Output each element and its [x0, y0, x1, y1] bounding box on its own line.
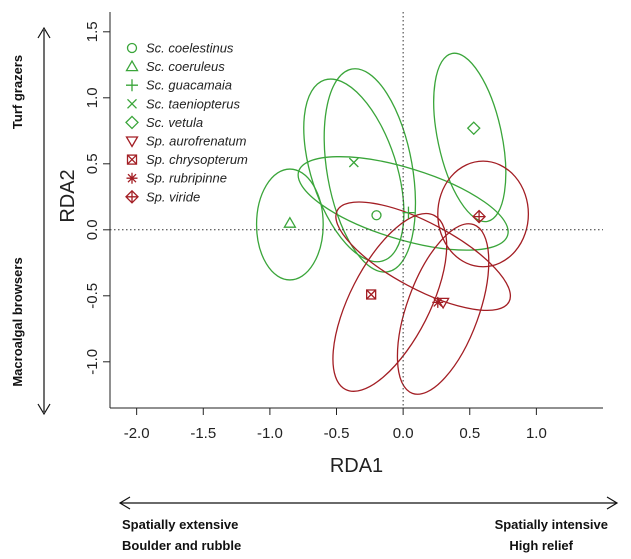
y-tick-label: 0.5 — [84, 153, 101, 174]
legend-entry: Sc. vetula — [146, 115, 203, 130]
confidence-ellipses — [255, 52, 530, 395]
ellipse-sc-coeruleus — [255, 168, 324, 281]
legend-symbol — [126, 154, 138, 165]
y-tick-label: 1.5 — [84, 21, 101, 42]
triangle-marker — [125, 136, 139, 148]
point-sp-viride — [472, 209, 487, 224]
ellipse-sc-taeniopterus — [303, 78, 405, 263]
legend-symbol — [125, 136, 139, 148]
x-tick-label: -1.5 — [190, 425, 216, 442]
plus-marker — [473, 210, 486, 223]
legend: Sc. coelestinus Sc. coeruleus Sc. guacamai… — [125, 41, 248, 204]
legend-symbol — [125, 115, 139, 130]
point-sp-aurofrenatum — [436, 297, 450, 310]
cross-marker — [366, 289, 377, 300]
x-tick-label: -0.5 — [324, 425, 350, 442]
triangle-marker — [283, 216, 297, 228]
y-tick-label: 0.0 — [84, 219, 101, 240]
cross-marker — [348, 157, 359, 168]
x-tick-label: -2.0 — [124, 425, 150, 442]
legend-symbol — [127, 98, 137, 109]
plus-marker — [402, 206, 415, 219]
triangle-marker — [436, 297, 450, 310]
x-tick-label: -1.0 — [257, 425, 283, 442]
horizontal-arrow-head-left — [118, 496, 131, 510]
species-centroids — [283, 121, 487, 310]
star-marker — [432, 296, 444, 308]
legend-entry: Sc. coelestinus — [146, 41, 234, 56]
gradient-annotations: Turf grazers Macroalgal browsers Spatial… — [10, 26, 619, 553]
cross-marker — [127, 154, 137, 165]
legend-entry: Sp. viride — [146, 189, 200, 204]
x-axis-title: RDA1 — [330, 455, 383, 477]
vertical-arrow-head-bottom — [37, 403, 51, 416]
square-marker — [366, 289, 377, 300]
horizontal-arrow-head-right — [606, 496, 619, 510]
legend-entry: Sp. aurofrenatum — [146, 134, 247, 149]
point-sc-taeniopterus — [348, 157, 359, 168]
y-tick-label: 1.0 — [84, 87, 101, 108]
cross-marker — [127, 98, 137, 109]
y-tick-label: -0.5 — [84, 283, 101, 309]
diamond-marker — [466, 121, 481, 136]
plot-frame — [109, 12, 603, 409]
boulder-rubble-label: Boulder and rubble — [122, 538, 241, 553]
triangle-marker — [125, 59, 139, 72]
plus-marker — [126, 79, 138, 92]
ellipse-sp-rubripinne — [335, 201, 512, 312]
legend-symbol — [126, 172, 138, 184]
star-marker — [126, 172, 138, 184]
y-tick-label: -1.0 — [84, 349, 101, 375]
legend-symbol — [126, 42, 138, 54]
ellipse-sc-coelestinus — [323, 68, 417, 273]
y-axis-title: RDA2 — [57, 169, 79, 222]
ellipse-sp-chrysopterum — [332, 212, 448, 392]
ellipse-sc-vetula — [433, 52, 507, 223]
legend-entry: Sc. guacamaia — [146, 78, 232, 93]
turf-grazers-label: Turf grazers — [10, 55, 25, 129]
ellipse-sp-viride — [437, 160, 530, 268]
point-sc-coeruleus — [283, 216, 297, 228]
circle-marker — [371, 210, 382, 221]
point-sc-guacamaia — [402, 206, 415, 219]
point-sc-coelestinus — [371, 210, 382, 221]
legend-symbol — [125, 59, 139, 72]
diamond-marker — [125, 115, 139, 130]
macroalgal-browsers-label: Macroalgal browsers — [10, 257, 25, 386]
ellipse-sp-aurofrenatum — [396, 223, 490, 395]
point-sc-vetula — [466, 121, 481, 136]
legend-entry: Sp. chrysopterum — [146, 152, 248, 167]
axis-ticks: -2.0 -1.5 -1.0 -0.5 0.0 0.5 1.0 -1.0 -0.5 0.0 0.5 1… — [84, 21, 547, 442]
spatially-intensive-label: Spatially intensive — [495, 517, 608, 532]
legend-symbol — [125, 189, 139, 204]
x-tick-label: 0.5 — [459, 425, 480, 442]
point-sp-rubripinne — [432, 296, 444, 308]
plus-marker — [126, 190, 138, 203]
legend-entry: Sp. rubripinne — [146, 171, 227, 186]
x-tick-label: 1.0 — [526, 425, 547, 442]
ellipse-sc-guacamaia — [297, 156, 509, 251]
legend-symbol — [126, 79, 138, 92]
circle-marker — [126, 42, 138, 54]
high-relief-label: High relief — [509, 538, 573, 553]
point-sp-chrysopterum — [366, 289, 377, 300]
legend-entry: Sc. taeniopterus — [146, 96, 240, 111]
square-marker — [126, 154, 138, 165]
spatially-extensive-label: Spatially extensive — [122, 517, 238, 532]
x-tick-label: 0.0 — [393, 425, 414, 442]
vertical-arrow-head-top — [37, 26, 51, 39]
legend-entry: Sc. coeruleus — [146, 59, 225, 74]
